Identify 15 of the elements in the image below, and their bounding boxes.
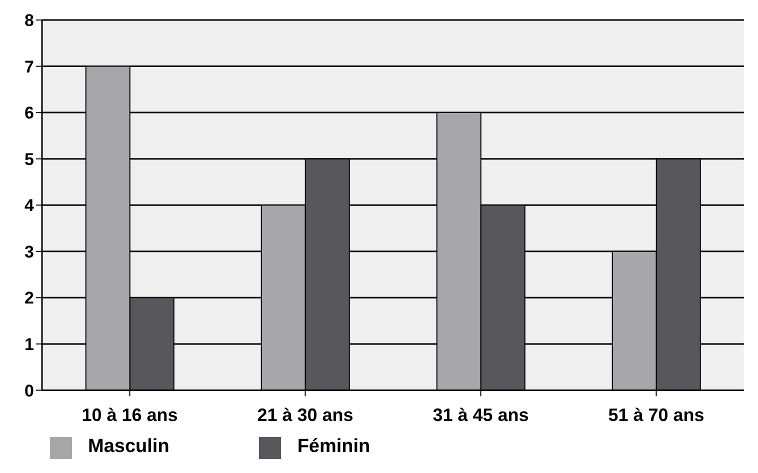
y-tick-label: 6 bbox=[24, 104, 34, 123]
y-tick-label: 3 bbox=[24, 242, 34, 262]
y-tick-label: 8 bbox=[24, 11, 34, 30]
x-tick-label: 31 à 45 ans bbox=[432, 405, 529, 426]
legend-label: Masculin bbox=[88, 436, 170, 458]
x-tick-label: 21 à 30 ans bbox=[257, 405, 354, 426]
y-tick-label: 2 bbox=[24, 288, 34, 308]
y-tick-label: 7 bbox=[24, 57, 34, 76]
x-tick-label: 51 à 70 ans bbox=[608, 405, 704, 426]
y-tick-label: 0 bbox=[24, 381, 34, 400]
y-tick-label: 5 bbox=[24, 150, 34, 169]
legend-label: Féminin bbox=[297, 436, 370, 458]
y-tick-label: 4 bbox=[24, 196, 35, 216]
y-tick-label: 1 bbox=[24, 334, 34, 354]
x-tick-label: 10 à 16 ans bbox=[82, 405, 178, 426]
